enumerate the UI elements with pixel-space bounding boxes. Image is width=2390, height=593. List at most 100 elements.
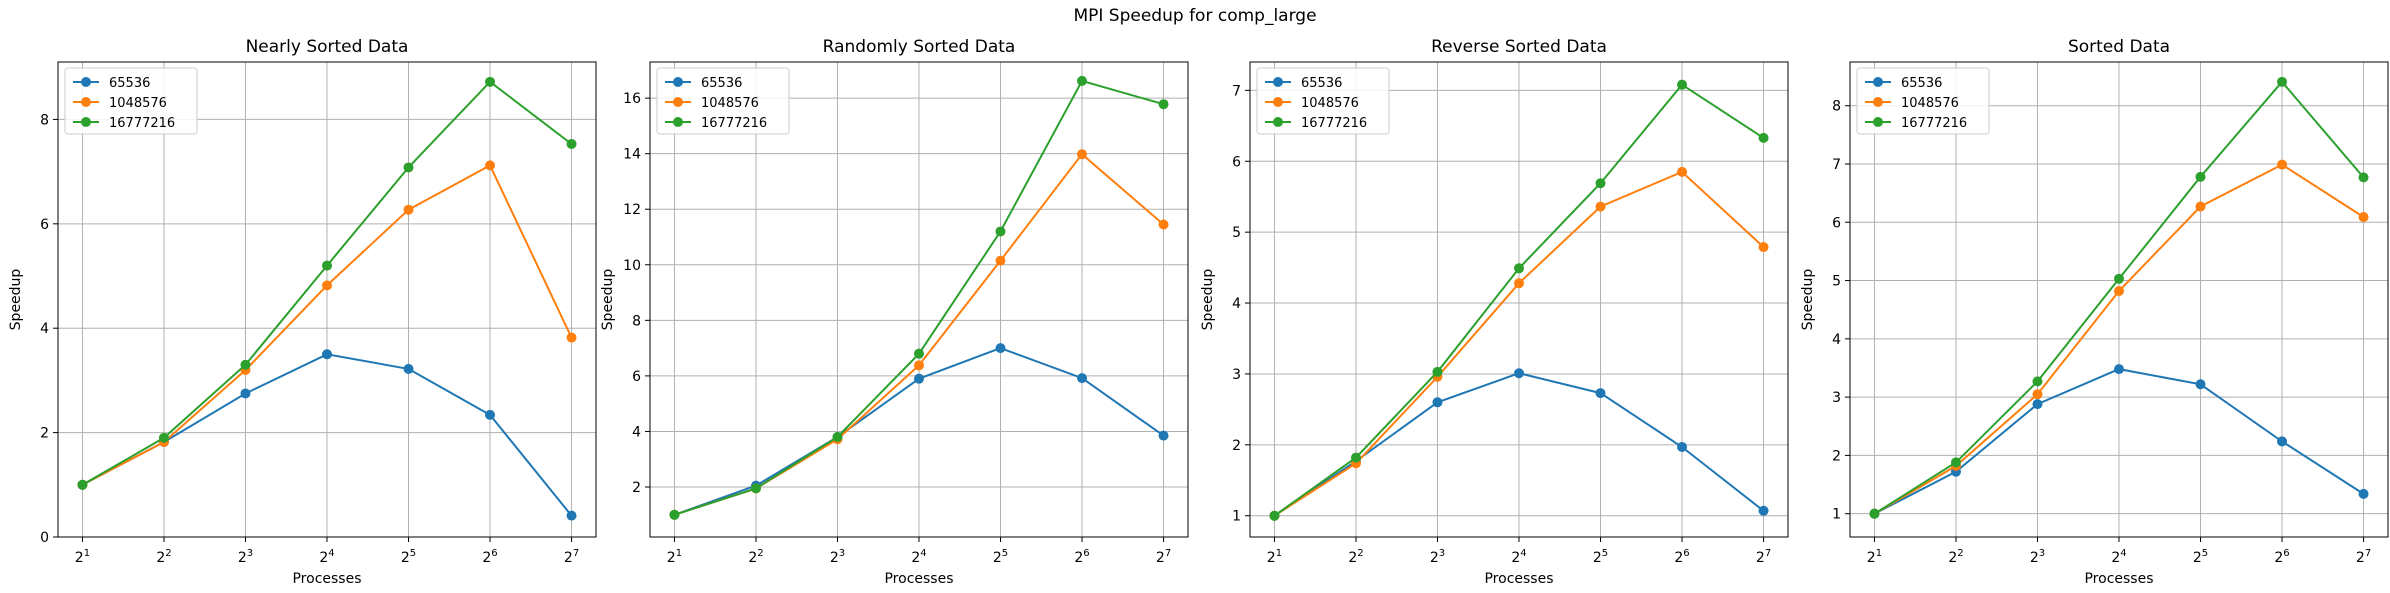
y-tick-label: 10 <box>623 258 641 274</box>
y-tick-label: 2 <box>632 480 641 496</box>
x-tick-label: 22 <box>1348 548 1363 566</box>
data-point-65536 <box>1677 441 1688 452</box>
x-axis-label: Processes <box>1484 571 1553 587</box>
data-point-1048576 <box>1595 201 1606 212</box>
data-point-16777216 <box>566 138 577 149</box>
x-tick-label: 21 <box>75 548 90 566</box>
legend-marker-1048576 <box>1273 97 1283 107</box>
y-tick-label: 4 <box>632 424 641 440</box>
data-point-1048576 <box>403 204 414 215</box>
x-tick-label: 21 <box>1867 548 1882 566</box>
axes-frame <box>1849 61 2389 538</box>
x-tick-label: 21 <box>1267 548 1282 566</box>
data-point-16777216 <box>1432 366 1443 377</box>
y-tick-label: 2 <box>40 426 49 442</box>
x-axis-label: Processes <box>2084 571 2153 587</box>
data-point-16777216 <box>1950 457 1961 468</box>
legend-label: 65536 <box>1901 76 1942 91</box>
data-point-65536 <box>2114 364 2124 375</box>
y-tick-label: 3 <box>1832 390 1841 406</box>
x-tick-label: 25 <box>401 548 416 566</box>
data-point-16777216 <box>1514 263 1524 274</box>
y-tick-label: 8 <box>632 313 641 329</box>
x-tick-label: 26 <box>2274 548 2289 566</box>
y-tick-label: 8 <box>1832 99 1841 115</box>
data-point-1048576 <box>1158 219 1169 230</box>
x-tick-label: 22 <box>1948 548 1963 566</box>
x-axis-label: Processes <box>884 571 953 587</box>
legend-label: 1048576 <box>1301 96 1359 111</box>
data-point-1048576 <box>1514 278 1524 289</box>
legend-marker-65536 <box>673 77 683 87</box>
data-point-1048576 <box>2195 201 2206 212</box>
x-tick-label: 27 <box>564 548 579 566</box>
legend-label: 16777216 <box>701 116 767 131</box>
data-point-16777216 <box>2277 76 2288 87</box>
y-tick-label: 4 <box>1232 296 1241 312</box>
data-point-16777216 <box>832 432 843 442</box>
x-tick-label: 24 <box>319 548 334 566</box>
data-point-16777216 <box>750 483 761 494</box>
data-point-65536 <box>2195 379 2206 390</box>
data-point-16777216 <box>2195 171 2206 182</box>
y-tick-label: 6 <box>632 369 641 385</box>
x-tick-label: 24 <box>1511 548 1526 566</box>
data-point-65536 <box>2277 436 2288 447</box>
data-point-65536 <box>1758 505 1769 516</box>
data-point-16777216 <box>240 359 251 370</box>
x-tick-label: 21 <box>667 548 682 566</box>
x-tick-label: 27 <box>1156 548 1171 566</box>
figure-title: MPI Speedup for comp_large <box>1073 6 1317 26</box>
data-point-16777216 <box>669 509 680 520</box>
subplot-title: Sorted Data <box>2068 37 2170 57</box>
data-point-16777216 <box>2358 172 2369 183</box>
data-point-65536 <box>1077 373 1088 384</box>
y-tick-label: 8 <box>40 112 49 128</box>
subplot-title: Randomly Sorted Data <box>823 37 1016 57</box>
data-point-65536 <box>403 363 414 374</box>
data-point-65536 <box>240 388 251 399</box>
y-tick-label: 12 <box>623 202 641 218</box>
legend-marker-65536 <box>1873 77 1883 87</box>
data-point-16777216 <box>1158 99 1169 110</box>
legend-box <box>1256 67 1390 135</box>
legend-marker-1048576 <box>673 97 683 107</box>
y-axis-label: Speedup <box>600 269 616 331</box>
data-point-1048576 <box>1077 149 1088 160</box>
data-point-16777216 <box>158 432 169 443</box>
data-point-65536 <box>485 409 496 420</box>
data-point-65536 <box>322 349 332 360</box>
y-tick-label: 4 <box>1832 332 1841 348</box>
data-point-16777216 <box>995 226 1006 237</box>
y-tick-label: 6 <box>1832 215 1841 231</box>
data-point-16777216 <box>2114 273 2124 284</box>
data-point-65536 <box>1158 430 1169 441</box>
axes-frame <box>57 61 597 538</box>
legend-marker-65536 <box>81 77 91 87</box>
legend-marker-16777216 <box>673 117 683 127</box>
legend-label: 1048576 <box>701 96 759 111</box>
y-tick-label: 7 <box>1232 83 1241 99</box>
data-point-1048576 <box>485 160 496 171</box>
data-point-16777216 <box>914 348 924 359</box>
data-point-65536 <box>2358 488 2369 499</box>
data-point-16777216 <box>1269 510 1280 521</box>
data-point-65536 <box>566 510 577 521</box>
y-tick-label: 2 <box>1832 448 1841 464</box>
x-tick-label: 24 <box>911 548 926 566</box>
x-tick-label: 23 <box>1430 548 1445 566</box>
legend-marker-65536 <box>1273 77 1283 87</box>
y-tick-label: 1 <box>1832 507 1841 523</box>
y-axis-label: Speedup <box>1800 269 1816 331</box>
data-point-1048576 <box>2032 389 2043 400</box>
x-axis-label: Processes <box>292 571 361 587</box>
y-tick-label: 0 <box>40 530 49 546</box>
data-point-1048576 <box>2114 286 2124 297</box>
data-point-65536 <box>1595 388 1606 399</box>
data-point-16777216 <box>1869 508 1880 519</box>
legend-marker-16777216 <box>81 117 91 127</box>
x-tick-label: 26 <box>1674 548 1689 566</box>
x-tick-label: 25 <box>2193 548 2208 566</box>
